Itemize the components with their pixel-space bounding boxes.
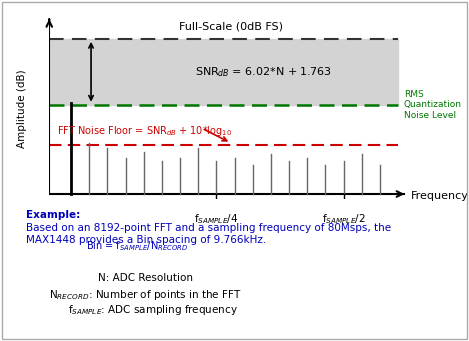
Text: Amplitude (dB): Amplitude (dB)	[17, 69, 27, 148]
Text: SNR$_{dB}$ = 6.02*N + 1.763: SNR$_{dB}$ = 6.02*N + 1.763	[195, 65, 332, 79]
Text: f$_{SAMPLE}$/2: f$_{SAMPLE}$/2	[322, 212, 365, 226]
Text: FFT Noise Floor = SNR$_{dB}$ + 10*log$_{10}$: FFT Noise Floor = SNR$_{dB}$ + 10*log$_{…	[56, 124, 232, 138]
Text: Based on an 8192-point FFT and a sampling frequency of 80Msps, the: Based on an 8192-point FFT and a samplin…	[26, 223, 391, 233]
Text: Frequency: Frequency	[411, 191, 469, 201]
Text: Example:: Example:	[26, 210, 80, 220]
Text: Full-Scale (0dB FS): Full-Scale (0dB FS)	[179, 21, 283, 32]
Text: N$_{RECORD}$: Number of points in the FFT: N$_{RECORD}$: Number of points in the FF…	[49, 288, 242, 302]
Text: N: ADC Resolution: N: ADC Resolution	[98, 273, 194, 283]
Text: Bin = f$_{SAMPLE}$/N$_{RECORD}$: Bin = f$_{SAMPLE}$/N$_{RECORD}$	[85, 240, 188, 253]
Text: f$_{SAMPLE}$: ADC sampling frequency: f$_{SAMPLE}$: ADC sampling frequency	[68, 303, 238, 317]
Text: RMS
Quantization
Noise Level: RMS Quantization Noise Level	[404, 90, 461, 119]
Text: f$_{SAMPLE}$/4: f$_{SAMPLE}$/4	[194, 212, 239, 226]
Text: MAX1448 provides a Bin spacing of 9.766kHz.: MAX1448 provides a Bin spacing of 9.766k…	[26, 235, 266, 245]
